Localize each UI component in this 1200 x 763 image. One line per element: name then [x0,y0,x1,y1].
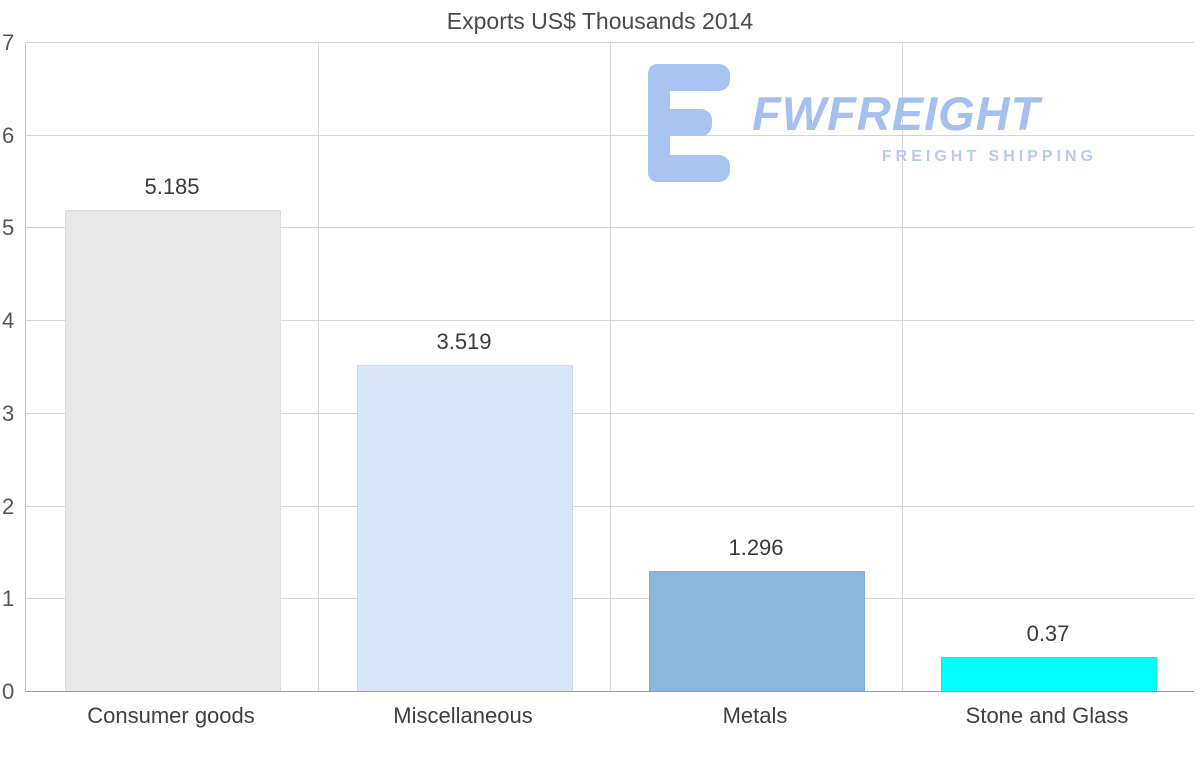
y-axis: 0 1 2 3 4 5 6 7 [2,32,22,703]
y-axis-tick-label: 7 [2,30,15,55]
bar [357,364,573,692]
category-separator-gridline [902,43,903,692]
bar-value-label: 3.519 [436,328,492,354]
y-axis-tick-label: 3 [2,400,15,426]
y-axis-tick-label: 0 [2,679,15,704]
bar-value-label: 0.37 [1026,620,1070,646]
y-axis-tick-label: 5 [2,215,15,241]
x-axis: Consumer goods Miscellaneous Metals Stone a… [25,703,1193,729]
x-axis-category-label: Consumer goods [87,703,255,728]
x-axis-category-label: Miscellaneous [393,703,533,728]
bar-slot: 5.185 [26,43,318,692]
category-separator-gridline [318,43,319,692]
gridline [26,691,1194,692]
y-axis-tick-label: 4 [2,308,15,334]
brand-logo: FWFREIGHT FREIGHT SHIPPING [648,64,1148,189]
bar-slot: 1.296 [610,43,902,692]
category-separator-gridline [610,43,611,692]
logo-icon [648,64,730,182]
gridline [26,42,1194,43]
x-axis-category-label: Stone and Glass [965,703,1129,728]
bar [649,570,865,692]
bar-slot: 3.519 [318,43,610,692]
bar [65,210,281,692]
bar-slot: 0.37 [902,43,1194,692]
brand-name: FWFREIGHT [752,87,1041,140]
bar-value-label: 5.185 [144,174,200,200]
y-axis-tick-label: 6 [2,122,15,148]
plot-area: 5.185 3.519 1.296 0.37 [25,42,1194,692]
x-axis-category-label: Metals [722,703,788,728]
brand-tagline: FREIGHT SHIPPING [881,148,1097,165]
bar [941,656,1157,692]
y-axis-tick-label: 2 [2,493,15,519]
bar-value-label: 1.296 [728,534,784,560]
y-axis-tick-label: 1 [2,586,15,612]
chart-title: Exports US$ Thousands 2014 [446,8,754,34]
